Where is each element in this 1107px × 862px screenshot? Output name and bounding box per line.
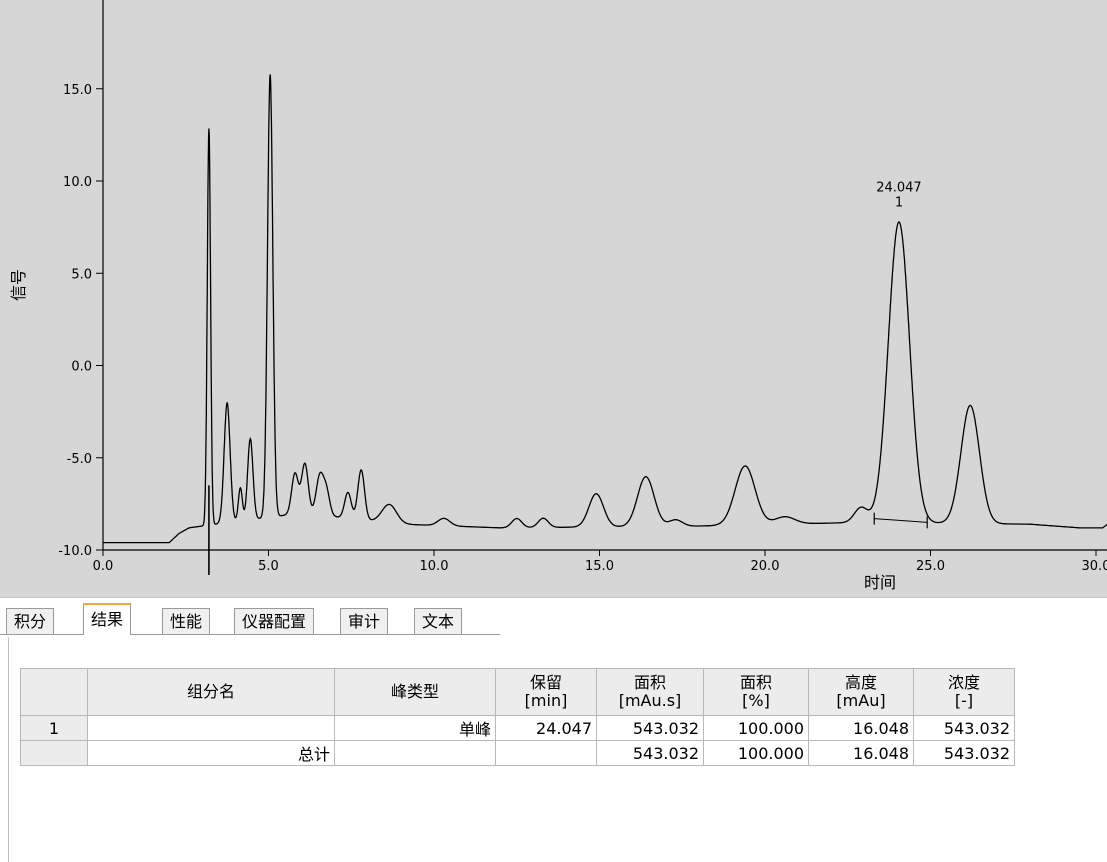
x-axis-ticks: 0.0 5.0 10.0 15.0 20.0 25.0 30.0 (93, 550, 1107, 574)
total-concentration-cell: 543.032 (913, 740, 1015, 766)
total-label-cell: 总计 (87, 740, 335, 766)
x-tick-label: 5.0 (258, 559, 279, 574)
tab-underline (0, 634, 500, 635)
peak-type-header[interactable]: 峰类型 (334, 668, 496, 716)
total-area-cell: 543.032 (596, 740, 704, 766)
tab-integration[interactable]: 积分 (6, 608, 55, 634)
tab-audit[interactable]: 审计 (340, 608, 389, 634)
x-tick-label: 30.0 (1082, 559, 1107, 574)
empty-cell (334, 740, 496, 766)
x-tick-label: 0.0 (93, 559, 114, 574)
peak-retention-label: 24.047 (876, 181, 922, 196)
signal-trace (103, 74, 1107, 544)
integration-baseline (874, 518, 928, 523)
y-tick-label: -10.0 (58, 544, 92, 559)
height-header[interactable]: 高度 [mAu] (808, 668, 914, 716)
x-tick-label: 15.0 (585, 559, 614, 574)
peak-type-cell[interactable]: 单峰 (334, 715, 496, 741)
component-name-header[interactable]: 组分名 (87, 668, 335, 716)
chromatogram-chart: 0.0 5.0 10.0 15.0 20.0 25.0 30.0 -10.0 -5.0 0.0 5… (9, 0, 1107, 592)
table-header-row: 组分名 峰类型 保留 [min] 面积 [mAu.s] 面积 [%] 高度 [mAu] … (20, 668, 1015, 716)
y-tick-label: 10.0 (63, 175, 92, 190)
y-tick-label: 5.0 (71, 267, 92, 282)
row-index-cell: 1 (20, 715, 88, 741)
panel-left-border (8, 637, 9, 862)
result-tabs: 积分 结果 性能 仪器配置 审计 文本 (0, 597, 1107, 638)
y-tick-label: 0.0 (71, 360, 92, 375)
x-axis-title: 时间 (864, 573, 896, 592)
table-row[interactable]: 1 单峰 24.047 543.032 100.000 16.048 543.0… (20, 715, 1015, 741)
tab-results[interactable]: 结果 (83, 603, 132, 635)
area-header[interactable]: 面积 [mAu.s] (596, 668, 704, 716)
tab-performance[interactable]: 性能 (162, 608, 211, 634)
peak-number-label: 1 (895, 196, 903, 211)
retention-cell[interactable]: 24.047 (495, 715, 597, 741)
y-tick-label: 15.0 (63, 83, 92, 98)
concentration-header[interactable]: 浓度 [-] (913, 668, 1015, 716)
height-cell[interactable]: 16.048 (808, 715, 914, 741)
concentration-cell[interactable]: 543.032 (913, 715, 1015, 741)
integration-markers (873, 512, 928, 529)
row-index-cell (20, 740, 88, 766)
area-percent-cell[interactable]: 100.000 (703, 715, 809, 741)
chromatogram-panel: 0.0 5.0 10.0 15.0 20.0 25.0 30.0 -10.0 -5.0 0.0 5… (0, 0, 1107, 597)
area-percent-header[interactable]: 面积 [%] (703, 668, 809, 716)
results-table: 组分名 峰类型 保留 [min] 面积 [mAu.s] 面积 [%] 高度 [mAu] … (20, 668, 1015, 766)
tab-instrument-config[interactable]: 仪器配置 (234, 608, 315, 634)
x-tick-label: 25.0 (916, 559, 945, 574)
area-cell[interactable]: 543.032 (596, 715, 704, 741)
results-panel: 组分名 峰类型 保留 [min] 面积 [mAu.s] 面积 [%] 高度 [mAu] … (0, 637, 1107, 862)
retention-header[interactable]: 保留 [min] (495, 668, 597, 716)
y-axis-title: 信号 (9, 269, 28, 301)
y-axis-ticks: -10.0 -5.0 0.0 5.0 10.0 15.0 (58, 83, 103, 559)
x-tick-label: 20.0 (751, 559, 780, 574)
y-tick-label: -5.0 (67, 452, 92, 467)
empty-cell (495, 740, 597, 766)
x-tick-label: 10.0 (420, 559, 449, 574)
total-row: 总计 543.032 100.000 16.048 543.032 (20, 740, 1015, 766)
tab-text[interactable]: 文本 (414, 608, 463, 634)
row-index-header (20, 668, 88, 716)
component-name-cell[interactable] (87, 715, 335, 741)
total-area-percent-cell: 100.000 (703, 740, 809, 766)
total-height-cell: 16.048 (808, 740, 914, 766)
